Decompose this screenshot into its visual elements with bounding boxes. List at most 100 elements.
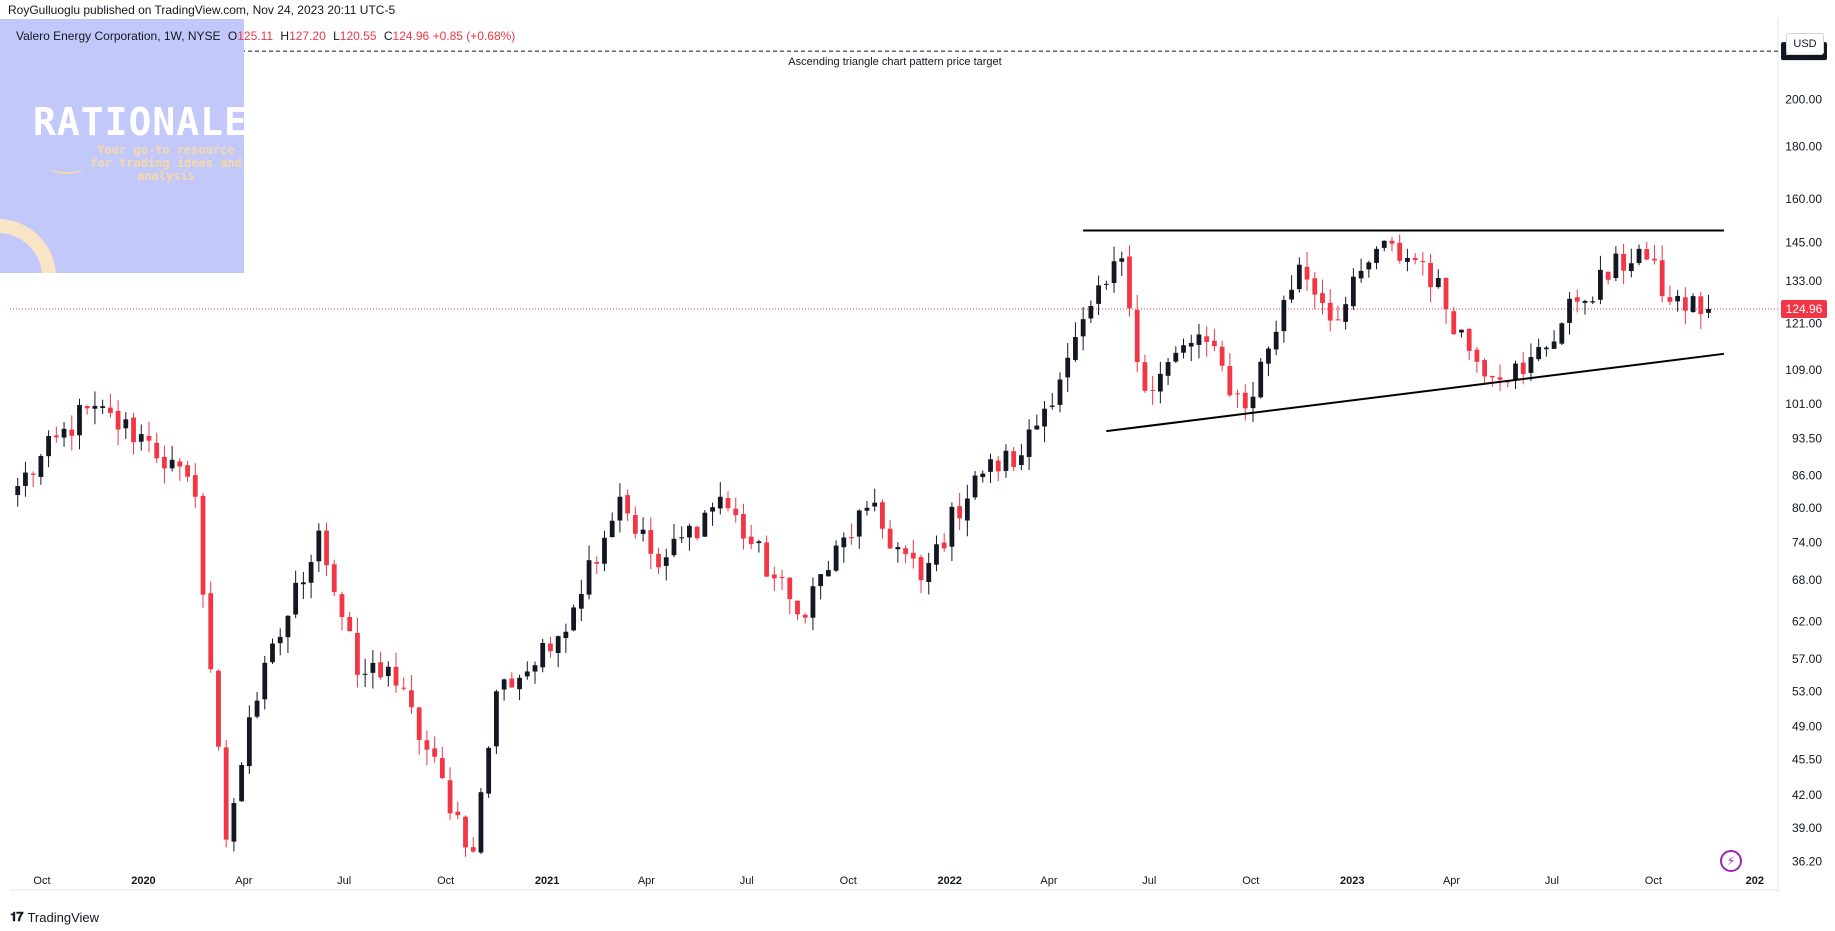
- candle[interactable]: [470, 836, 476, 853]
- candle[interactable]: [532, 661, 538, 684]
- candle[interactable]: [1212, 328, 1217, 352]
- candle[interactable]: [964, 484, 970, 537]
- candle[interactable]: [632, 506, 638, 539]
- candle[interactable]: [1621, 244, 1626, 285]
- candle[interactable]: [478, 788, 484, 854]
- candle[interactable]: [1289, 275, 1295, 303]
- candle[interactable]: [872, 488, 878, 512]
- candle[interactable]: [795, 600, 800, 621]
- candle[interactable]: [1574, 289, 1580, 313]
- candle[interactable]: [92, 391, 98, 425]
- candle[interactable]: [1482, 358, 1488, 384]
- candle[interactable]: [1103, 280, 1109, 290]
- candle[interactable]: [1335, 305, 1341, 321]
- currency-button[interactable]: USD: [1786, 33, 1824, 55]
- candle[interactable]: [77, 398, 82, 450]
- time-axis[interactable]: Oct 2020 Apr Jul Oct 2021 Apr Jul Oct 2022 Apr Jul O…: [33, 875, 1764, 887]
- candle[interactable]: [378, 651, 383, 680]
- candle[interactable]: [988, 453, 993, 484]
- candle[interactable]: [1682, 287, 1688, 325]
- candle[interactable]: [849, 523, 854, 545]
- candle[interactable]: [339, 591, 345, 631]
- candle[interactable]: [1127, 245, 1132, 317]
- candle[interactable]: [416, 706, 422, 755]
- candle[interactable]: [578, 579, 584, 622]
- candle[interactable]: [1096, 275, 1101, 316]
- candle[interactable]: [46, 430, 51, 468]
- candle[interactable]: [1659, 245, 1665, 303]
- candle[interactable]: [1466, 327, 1472, 361]
- candle[interactable]: [802, 613, 808, 624]
- candle[interactable]: [439, 746, 445, 780]
- candle[interactable]: [1389, 236, 1395, 252]
- candle[interactable]: [1150, 376, 1156, 405]
- candle[interactable]: [1598, 255, 1603, 305]
- candle[interactable]: [1381, 240, 1387, 252]
- candle[interactable]: [1320, 279, 1325, 315]
- last-price-tag[interactable]: 124.96: [1781, 299, 1827, 318]
- support-trendline[interactable]: [1106, 352, 1725, 433]
- candle[interactable]: [347, 611, 353, 632]
- candle[interactable]: [648, 517, 654, 570]
- candle[interactable]: [1397, 234, 1403, 264]
- candle[interactable]: [1026, 419, 1032, 471]
- candle[interactable]: [1605, 271, 1611, 285]
- candle[interactable]: [146, 421, 152, 453]
- candle[interactable]: [401, 677, 407, 691]
- candle[interactable]: [764, 535, 770, 578]
- candle[interactable]: [1675, 290, 1681, 312]
- candle[interactable]: [162, 445, 167, 484]
- candle[interactable]: [262, 655, 268, 710]
- candle[interactable]: [571, 604, 576, 632]
- tradingview-logo[interactable]: 𝟏𝟕 TradingView: [10, 909, 99, 925]
- candle[interactable]: [370, 650, 376, 689]
- candle[interactable]: [69, 415, 75, 451]
- candle[interactable]: [586, 545, 592, 600]
- candle[interactable]: [316, 523, 322, 573]
- candle[interactable]: [702, 510, 708, 537]
- candle[interactable]: [1296, 257, 1302, 293]
- candles[interactable]: [15, 234, 1711, 857]
- candle[interactable]: [61, 422, 67, 447]
- candle[interactable]: [517, 674, 522, 701]
- trendlines[interactable]: [1083, 229, 1725, 433]
- candle[interactable]: [1073, 322, 1078, 362]
- candle[interactable]: [910, 539, 916, 569]
- candle[interactable]: [1173, 346, 1179, 364]
- candle[interactable]: [864, 500, 870, 516]
- candle[interactable]: [1011, 446, 1017, 471]
- candle[interactable]: [1312, 271, 1318, 310]
- candle[interactable]: [934, 535, 939, 572]
- candle[interactable]: [1513, 360, 1518, 390]
- candle[interactable]: [1613, 246, 1619, 282]
- price-axis[interactable]: 200.00 180.00 160.00 145.00 133.00 121.00 109.…: [1781, 42, 1827, 868]
- legend-symbol[interactable]: Valero Energy Corporation, 1W, NYSE: [16, 29, 221, 43]
- candle[interactable]: [463, 815, 468, 857]
- candle[interactable]: [324, 522, 329, 577]
- candle[interactable]: [779, 569, 785, 590]
- candle[interactable]: [679, 526, 685, 543]
- candle[interactable]: [1428, 253, 1433, 303]
- candle[interactable]: [208, 581, 214, 673]
- candle[interactable]: [1049, 393, 1055, 410]
- candle[interactable]: [841, 532, 847, 563]
- candle[interactable]: [687, 523, 692, 551]
- candle[interactable]: [1551, 330, 1557, 349]
- candle[interactable]: [895, 542, 901, 563]
- candle[interactable]: [640, 517, 646, 542]
- candle[interactable]: [733, 497, 739, 523]
- candle[interactable]: [393, 652, 399, 693]
- candle[interactable]: [38, 453, 44, 485]
- candle[interactable]: [455, 801, 461, 820]
- candle[interactable]: [941, 533, 947, 552]
- candle[interactable]: [246, 705, 252, 774]
- candle[interactable]: [1652, 244, 1657, 265]
- candle[interactable]: [995, 456, 1001, 482]
- candle[interactable]: [949, 502, 955, 561]
- candle[interactable]: [115, 399, 121, 446]
- candle[interactable]: [1412, 253, 1418, 265]
- candle[interactable]: [1343, 296, 1349, 330]
- price-target-line[interactable]: Ascending triangle chart pattern price t…: [10, 50, 1778, 68]
- candle[interactable]: [1667, 285, 1673, 305]
